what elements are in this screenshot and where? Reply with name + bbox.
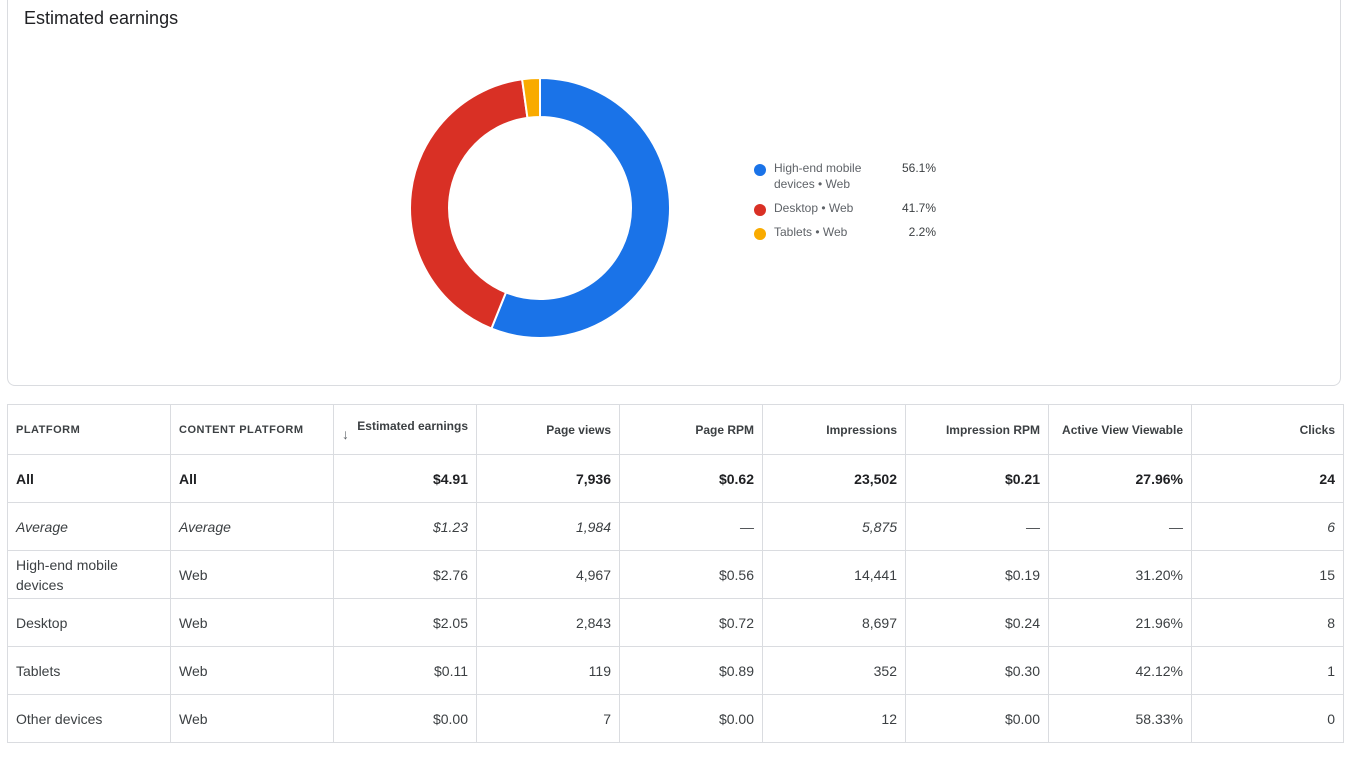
table-cell: Average — [7, 502, 171, 551]
donut-slice — [520, 76, 541, 119]
table-cell: $0.00 — [619, 694, 763, 743]
table-cell: Web — [170, 646, 334, 695]
table-cell: All — [170, 454, 334, 503]
table-cell: $0.00 — [905, 694, 1049, 743]
column-header: Active View Viewable — [1048, 404, 1192, 455]
column-header-text: Impressions — [826, 422, 897, 437]
column-header-text: PLATFORM — [16, 423, 81, 436]
table-cell: $0.56 — [619, 550, 763, 599]
report-table: PLATFORM CONTENT PLATFORM ↓ Estimated earni… — [7, 404, 1344, 743]
table-body: All All $4.91 7,936 $0.62 23,502 $0.21 27.96% 24… — [7, 454, 1344, 743]
column-header: Impressions — [762, 404, 906, 455]
table-cell: $2.05 — [333, 598, 477, 647]
table-cell: Average — [170, 502, 334, 551]
table-cell: 12 — [762, 694, 906, 743]
legend-label: Desktop • Web — [774, 201, 854, 215]
legend-label: Tablets • Web — [774, 225, 848, 239]
table-cell: 0 — [1191, 694, 1344, 743]
table-cell: 27.96% — [1048, 454, 1192, 503]
legend-value: 56.1% — [901, 161, 936, 175]
table-row: Desktop Web $2.05 2,843 $0.72 8,697 $0.24 21.96… — [7, 598, 1344, 647]
sort-icon: ↓ — [342, 425, 349, 442]
chart-title: Estimated earnings — [24, 8, 179, 28]
chart-card — [7, 0, 1341, 386]
table-row: High-end mobile devices Web $2.76 4,967 $0.5… — [7, 550, 1344, 599]
table-cell: 21.96% — [1048, 598, 1192, 647]
table-cell: 119 — [476, 646, 620, 695]
column-header: PLATFORM — [7, 404, 171, 455]
legend-swatch — [754, 164, 766, 176]
column-header-text: Estimated earnings — [357, 418, 468, 433]
table-cell: 2,843 — [476, 598, 620, 647]
table-cell: $1.23 — [333, 502, 477, 551]
table-cell: 58.33% — [1048, 694, 1192, 743]
table-cell: $0.72 — [619, 598, 763, 647]
table-cell: 7 — [476, 694, 620, 743]
donut-chart — [409, 76, 671, 339]
table-cell: 24 — [1191, 454, 1344, 503]
column-header: Clicks — [1191, 404, 1344, 455]
table-cell: — — [1048, 502, 1192, 551]
table-row: All All $4.91 7,936 $0.62 23,502 $0.21 27.96% 24 — [7, 454, 1344, 503]
table-cell: 42.12% — [1048, 646, 1192, 695]
column-header: CONTENT PLATFORM — [170, 404, 334, 455]
table-cell: All — [7, 454, 171, 503]
table-cell: 4,967 — [476, 550, 620, 599]
table-cell: 5,875 — [762, 502, 906, 551]
table-row: Other devices Web $0.00 7 $0.00 12 $0.00 58.33%… — [7, 694, 1344, 743]
table-cell: 31.20% — [1048, 550, 1192, 599]
legend-value: 41.7% — [901, 201, 936, 215]
table-cell: $4.91 — [333, 454, 477, 503]
column-header[interactable]: ↓ Estimated earnings — [333, 404, 477, 455]
column-header-text: Impression RPM — [945, 422, 1040, 437]
table-cell: 7,936 — [476, 454, 620, 503]
column-header-text: CONTENT PLATFORM — [179, 423, 304, 436]
table-cell: Web — [170, 550, 334, 599]
table-cell: $0.30 — [905, 646, 1049, 695]
table-cell: 14,441 — [762, 550, 906, 599]
table-cell: 1,984 — [476, 502, 620, 551]
legend-swatch — [754, 228, 766, 240]
table-cell: 23,502 — [762, 454, 906, 503]
table-cell: $0.00 — [333, 694, 477, 743]
table-cell: Tablets — [7, 646, 171, 695]
table-cell: — — [619, 502, 763, 551]
column-header: Page views — [476, 404, 620, 455]
legend-value: 2.2% — [908, 225, 936, 239]
column-header: Page RPM — [619, 404, 763, 455]
table-cell: — — [905, 502, 1049, 551]
table-cell: $0.21 — [905, 454, 1049, 503]
table-cell: 352 — [762, 646, 906, 695]
table-cell: High-end mobile devices — [7, 550, 171, 599]
donut-slice — [409, 78, 529, 330]
table-cell: Web — [170, 598, 334, 647]
table-cell: 1 — [1191, 646, 1344, 695]
table-cell: 6 — [1191, 502, 1344, 551]
table-cell: $0.89 — [619, 646, 763, 695]
table-cell: $0.19 — [905, 550, 1049, 599]
table-cell: 8,697 — [762, 598, 906, 647]
table-cell: Web — [170, 694, 334, 743]
donut-slice — [490, 76, 671, 339]
column-header: Impression RPM — [905, 404, 1049, 455]
table-cell: Desktop — [7, 598, 171, 647]
column-header-text: Active View Viewable — [1062, 422, 1183, 437]
column-header-text: Clicks — [1299, 422, 1335, 437]
column-header-text: Page RPM — [695, 422, 754, 437]
table-cell: 15 — [1191, 550, 1344, 599]
table-cell: 8 — [1191, 598, 1344, 647]
table-cell: $2.76 — [333, 550, 477, 599]
legend-swatch — [754, 204, 766, 216]
table-cell: $0.62 — [619, 454, 763, 503]
table-cell: Other devices — [7, 694, 171, 743]
legend-label: High-end mobile devices • Web — [774, 161, 862, 191]
table-cell: $0.11 — [333, 646, 477, 695]
table-cell: $0.24 — [905, 598, 1049, 647]
header-row: PLATFORM CONTENT PLATFORM ↓ Estimated earni… — [7, 404, 1344, 455]
column-header-text: Page views — [546, 422, 611, 437]
table-row: Average Average $1.23 1,984—5,875— —6 — [7, 502, 1344, 551]
table-row: Tablets Web $0.11 119 $0.89 352 $0.30 42.12% 1 — [7, 646, 1344, 695]
